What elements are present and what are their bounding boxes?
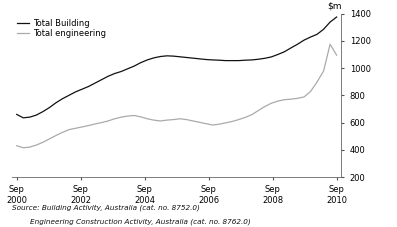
Text: Source: Building Activity, Australia (cat. no. 8752.0): Source: Building Activity, Australia (ca… <box>12 204 200 211</box>
Text: $m: $m <box>327 1 341 10</box>
Text: Engineering Construction Activity, Australia (cat. no. 8762.0): Engineering Construction Activity, Austr… <box>12 218 251 225</box>
Legend: Total Building, Total engineering: Total Building, Total engineering <box>16 18 106 39</box>
